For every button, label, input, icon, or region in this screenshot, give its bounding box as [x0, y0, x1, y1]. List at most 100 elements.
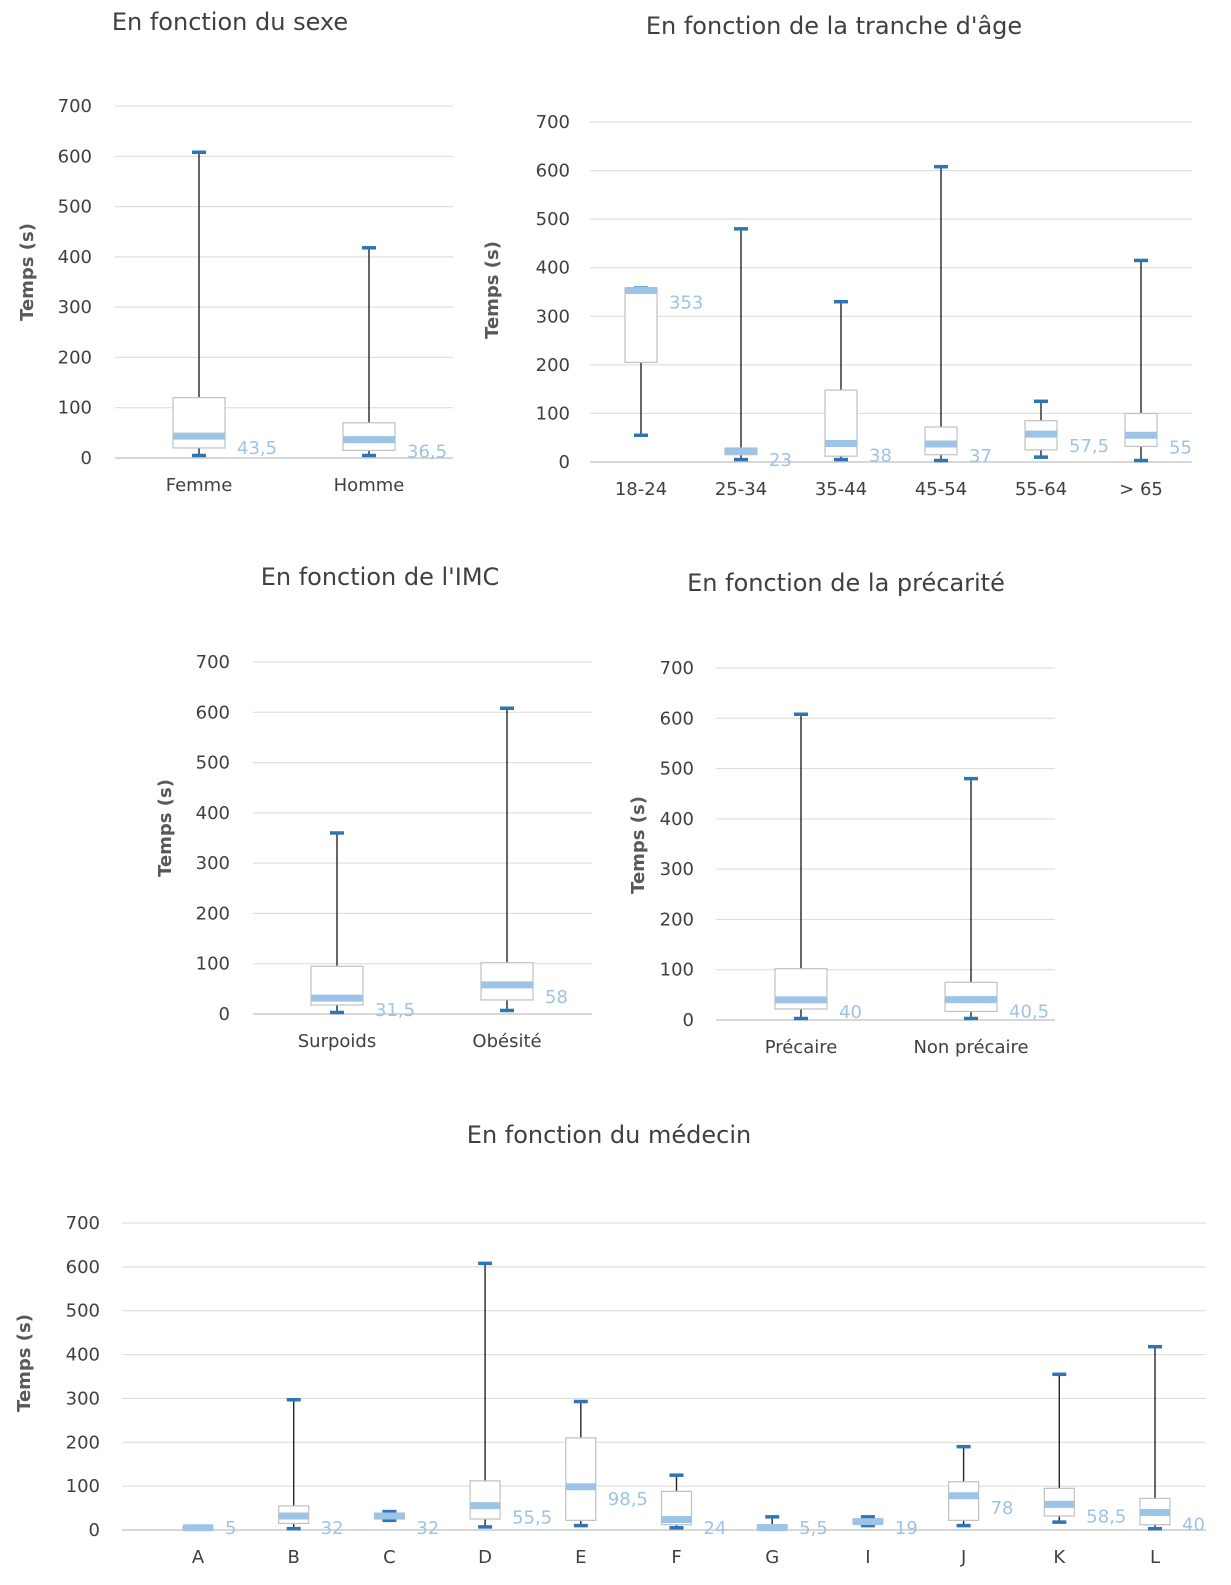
median-value-label: 43,5: [237, 438, 277, 459]
median-value-label: 19: [895, 1518, 918, 1539]
x-category-label: Obésité: [472, 1031, 541, 1052]
box-55-64: 57,5 55-64: [1015, 399, 1109, 500]
x-category-label: I: [865, 1547, 870, 1568]
x-category-label: L: [1150, 1547, 1160, 1568]
y-tick-label: 500: [66, 1301, 100, 1322]
y-tick-label: 100: [536, 403, 570, 424]
y-tick-label: 700: [66, 1213, 100, 1234]
median-value-label: 55,5: [512, 1508, 552, 1529]
x-category-label: F: [671, 1547, 681, 1568]
x-category-label: E: [575, 1547, 586, 1568]
box-j: 78 J: [947, 1444, 1014, 1568]
y-tick-label: 600: [536, 161, 570, 182]
y-axis-label: Temps (s): [155, 779, 176, 877]
x-category-label: Non précaire: [913, 1037, 1028, 1058]
y-tick-label: 100: [66, 1476, 100, 1497]
median-value-label: 23: [769, 450, 792, 471]
x-category-label: 18-24: [615, 479, 667, 500]
box-e: 98,5 E: [565, 1399, 648, 1568]
x-category-label: C: [383, 1547, 396, 1568]
y-tick-label: 400: [660, 809, 694, 830]
x-category-label: Homme: [334, 475, 405, 496]
y-tick-label: 300: [536, 306, 570, 327]
chart-precarite: En fonction de la précarité Temps (s) 0 1…: [628, 569, 1055, 1058]
median-value-label: 40,5: [1009, 1002, 1049, 1023]
x-category-label: Précaire: [765, 1037, 838, 1058]
box-k: 58,5 K: [1043, 1372, 1126, 1568]
y-tick-label: 500: [58, 197, 92, 218]
median-value-label: 58: [545, 987, 568, 1008]
x-category-label: K: [1053, 1547, 1066, 1568]
x-category-label: B: [288, 1547, 300, 1568]
chart-title: En fonction de l'IMC: [261, 563, 500, 591]
box-g: 5,5 G: [756, 1515, 828, 1568]
median-value-label: 58,5: [1086, 1506, 1126, 1527]
x-category-label: G: [765, 1547, 779, 1568]
median-value-label: 5: [225, 1518, 236, 1539]
median-value-label: 40: [1182, 1514, 1205, 1535]
chart-sexe: En fonction du sexe Temps (s) 0 100 200 300…: [17, 8, 453, 496]
y-tick-label: 400: [66, 1345, 100, 1366]
y-tick-label: 700: [196, 652, 230, 673]
y-axis-label: Temps (s): [628, 796, 649, 894]
box-d: 55,5 D: [469, 1261, 552, 1568]
x-category-label: D: [478, 1547, 492, 1568]
y-tick-label: 400: [58, 247, 92, 268]
y-tick-label: 200: [660, 909, 694, 930]
y-tick-label: 0: [219, 1004, 230, 1025]
median-value-label: 32: [321, 1518, 344, 1539]
median-value-label: 55: [1169, 437, 1192, 458]
box-f: 24 F: [660, 1473, 727, 1568]
box-non-pr-caire: 40,5 Non précaire: [913, 776, 1049, 1058]
median-value-label: 36,5: [407, 442, 447, 463]
y-tick-label: 0: [683, 1010, 694, 1031]
y-tick-label: 600: [58, 146, 92, 167]
median-value-label: 5,5: [799, 1518, 828, 1539]
x-category-label: Surpoids: [298, 1031, 376, 1052]
median-value-label: 37: [969, 446, 992, 467]
box-ob-sit-: 58 Obésité: [472, 706, 568, 1052]
box-18-24: 353 18-24: [615, 286, 703, 500]
y-tick-label: 600: [66, 1257, 100, 1278]
median-value-label: 24: [704, 1518, 727, 1539]
median-value-label: 98,5: [608, 1489, 648, 1510]
box-surpoids: 31,5 Surpoids: [298, 831, 415, 1052]
y-tick-label: 200: [66, 1432, 100, 1453]
iqr-box: [565, 1437, 597, 1521]
y-tick-label: 300: [196, 853, 230, 874]
x-category-label: Femme: [166, 475, 233, 496]
median-value-label: 353: [669, 293, 703, 314]
y-tick-label: 600: [196, 702, 230, 723]
y-axis-label: Temps (s): [14, 1314, 35, 1412]
chart-title: En fonction du médecin: [467, 1121, 751, 1149]
y-tick-label: 100: [196, 954, 230, 975]
box-i: 19 I: [852, 1515, 918, 1568]
box-l: 40 L: [1139, 1344, 1205, 1568]
box--65: 55 > 65: [1119, 258, 1192, 500]
median-value-label: 31,5: [375, 1000, 415, 1021]
median-value-label: 38: [869, 446, 892, 467]
y-tick-label: 300: [66, 1388, 100, 1409]
y-tick-label: 200: [536, 355, 570, 376]
box-a: 5A: [182, 1518, 236, 1568]
iqr-box: [480, 962, 534, 1001]
median-value-label: 40: [839, 1002, 862, 1023]
y-tick-label: 300: [58, 297, 92, 318]
median-value-label: 78: [991, 1498, 1014, 1519]
y-tick-label: 0: [81, 448, 92, 469]
x-category-label: J: [960, 1547, 966, 1568]
chart-age: En fonction de la tranche d'âge Temps (s…: [482, 12, 1192, 500]
x-category-label: 25-34: [715, 479, 767, 500]
box-c: 32 C: [373, 1509, 439, 1568]
iqr-box: [1124, 412, 1158, 448]
chart-imc: En fonction de l'IMC Temps (s) 0 100 200 30…: [155, 563, 592, 1052]
x-category-label: 45-54: [915, 479, 967, 500]
iqr-box: [624, 287, 658, 364]
y-tick-label: 500: [196, 753, 230, 774]
x-category-label: > 65: [1119, 479, 1163, 500]
